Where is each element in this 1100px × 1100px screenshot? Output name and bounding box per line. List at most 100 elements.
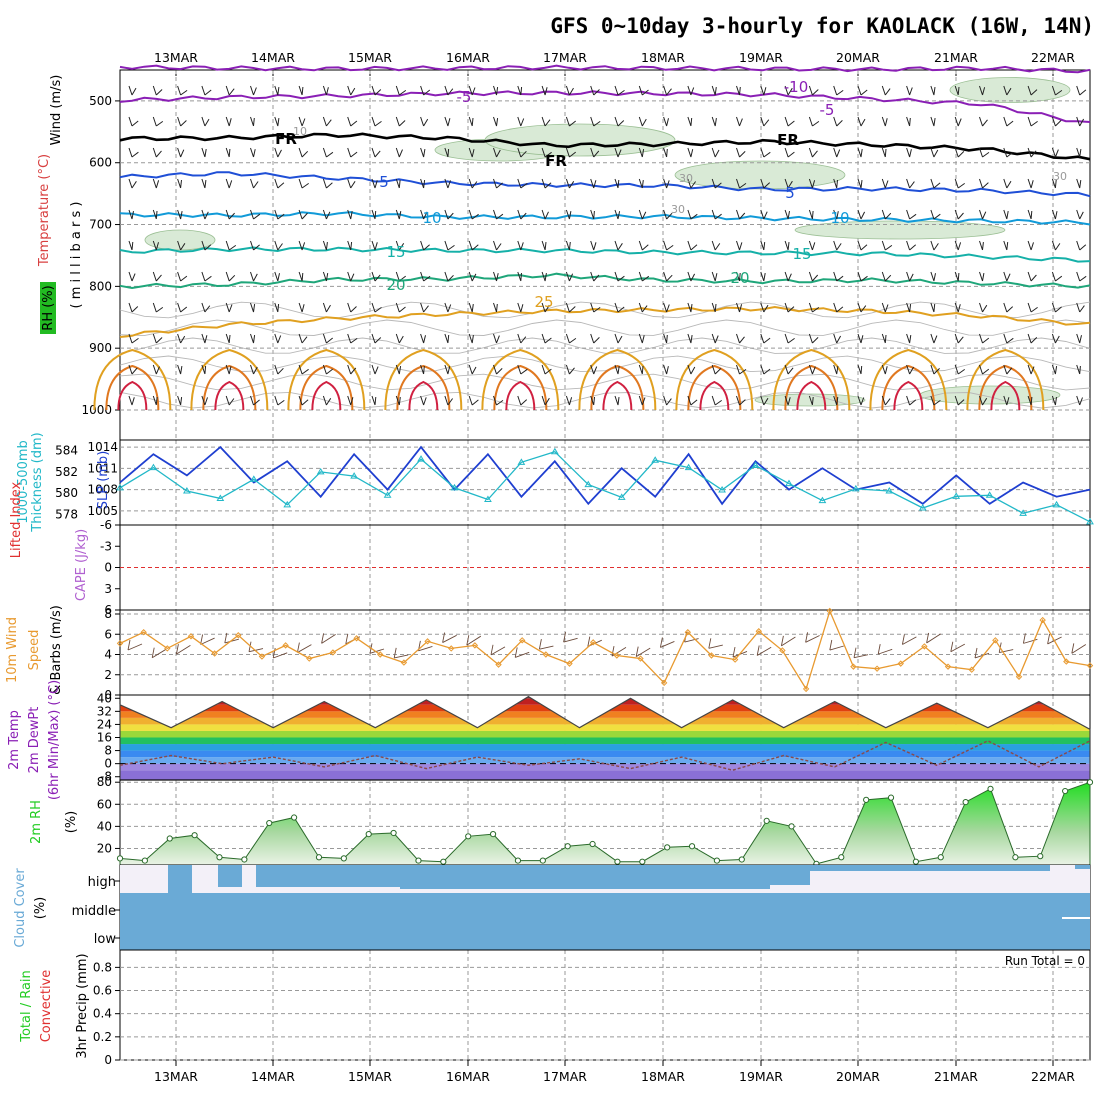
- day-label-bottom: 19MAR: [739, 1069, 783, 1084]
- thickness-point: [684, 463, 693, 471]
- wind10-barb: [635, 646, 651, 658]
- wind-barb: [614, 147, 622, 158]
- wind-barb: [979, 147, 990, 158]
- wind-barb: [201, 147, 207, 158]
- wind-barb: [128, 240, 134, 251]
- wind10-barb: [466, 635, 482, 646]
- wind-barb: [298, 209, 308, 220]
- wind-barb: [565, 209, 572, 220]
- wind-barb: [541, 395, 550, 406]
- wind-barb: [541, 271, 547, 282]
- rh-point: [912, 858, 919, 865]
- wind-barb: [565, 364, 575, 375]
- cloud-mid-low: [120, 893, 1090, 950]
- precip-label-3: 3hr Precip (mm): [75, 953, 90, 1058]
- wind-barb: [395, 364, 402, 375]
- wind10-barb: [756, 645, 772, 656]
- wind-barb: [298, 364, 309, 375]
- wind-barb: [857, 364, 863, 375]
- panel-frame: [119, 949, 1091, 1061]
- wind-barb: [493, 364, 503, 375]
- wind-barb: [1076, 178, 1082, 189]
- wind-barb: [784, 209, 790, 220]
- wind-barb: [1027, 85, 1038, 96]
- wind10-point: [873, 665, 881, 672]
- wind-barb: [565, 85, 574, 96]
- contour-label: 10: [422, 209, 441, 227]
- wind10-barb: [950, 641, 966, 653]
- wind-barb: [1051, 116, 1062, 127]
- wind10-point: [660, 679, 668, 687]
- wind-barb: [954, 240, 962, 251]
- wind-barb: [638, 85, 649, 96]
- wind-barb: [808, 147, 818, 158]
- wind-barb: [906, 178, 915, 189]
- wind10-point: [187, 633, 195, 640]
- rh-point: [514, 857, 522, 864]
- wind-barb: [1051, 147, 1059, 158]
- wind10-point: [731, 656, 739, 663]
- slp-tick-label: 1008: [87, 483, 118, 497]
- day-label-bottom: 18MAR: [641, 1069, 685, 1084]
- wind-barb: [395, 333, 404, 344]
- thickness-point: [249, 475, 258, 482]
- wind-barb: [371, 209, 377, 220]
- thickness-point: [952, 492, 961, 499]
- wind10-barb: [127, 639, 143, 651]
- wind-barb: [468, 364, 477, 375]
- wind10-label-2: Speed: [27, 630, 42, 671]
- rh-point: [191, 832, 198, 839]
- wind-barb: [784, 271, 792, 282]
- wind-barb: [395, 240, 405, 251]
- wind-barb: [930, 116, 936, 127]
- wind-barb: [371, 364, 379, 375]
- warm-cell-contour: [978, 364, 1033, 411]
- wind-barb: [322, 271, 329, 282]
- wind-barb: [808, 271, 819, 282]
- thickness-label-1: 1000-500mb: [16, 440, 31, 524]
- wind-barb: [663, 209, 673, 220]
- wind-barb: [347, 116, 358, 127]
- wind-barb: [760, 271, 766, 282]
- wind-barb: [930, 302, 936, 313]
- wind-barb: [347, 364, 357, 375]
- wind-barb: [541, 209, 549, 220]
- thickness-label-2: Thickness (dm): [30, 432, 45, 532]
- wind-barb: [128, 178, 137, 189]
- wind-barb: [395, 302, 406, 313]
- thickness-point: [718, 485, 726, 493]
- thickness-point: [818, 496, 827, 504]
- rh-label: RH (%): [41, 285, 56, 330]
- wind-barb: [906, 395, 917, 406]
- warm-cell-contour: [505, 380, 536, 411]
- wind-barb: [517, 116, 525, 127]
- wind-barb: [420, 333, 426, 344]
- wind-barb: [979, 178, 989, 189]
- wind10-barb: [829, 639, 844, 651]
- pressure-tick-label: 800: [89, 279, 112, 293]
- wind-barb: [954, 302, 961, 313]
- wind-barb: [930, 209, 941, 220]
- wind-barb: [1027, 178, 1034, 189]
- wind-barb: [541, 240, 547, 251]
- wind-barb: [565, 240, 571, 251]
- wind-barb: [590, 395, 595, 406]
- wind-barb: [881, 116, 888, 127]
- wind-barb: [590, 364, 598, 375]
- precip-tick-label: 0.8: [93, 960, 112, 974]
- wind-barb: [517, 395, 528, 406]
- day-label-top: 21MAR: [934, 50, 978, 65]
- wind-barb: [274, 147, 282, 158]
- rh-area: [119, 781, 1091, 866]
- wind-barb: [493, 178, 503, 189]
- thickness-point: [417, 455, 425, 462]
- wind-barb: [711, 116, 717, 127]
- warm-cell-contour: [590, 364, 645, 411]
- wind10-barb: [901, 634, 917, 645]
- wind-barb: [590, 147, 600, 158]
- temp-tick-label: 32: [97, 704, 112, 718]
- wind-barb: [857, 302, 867, 313]
- day-label-bottom: 15MAR: [348, 1069, 392, 1084]
- wind-barb: [177, 240, 186, 251]
- wind-barb: [881, 333, 887, 344]
